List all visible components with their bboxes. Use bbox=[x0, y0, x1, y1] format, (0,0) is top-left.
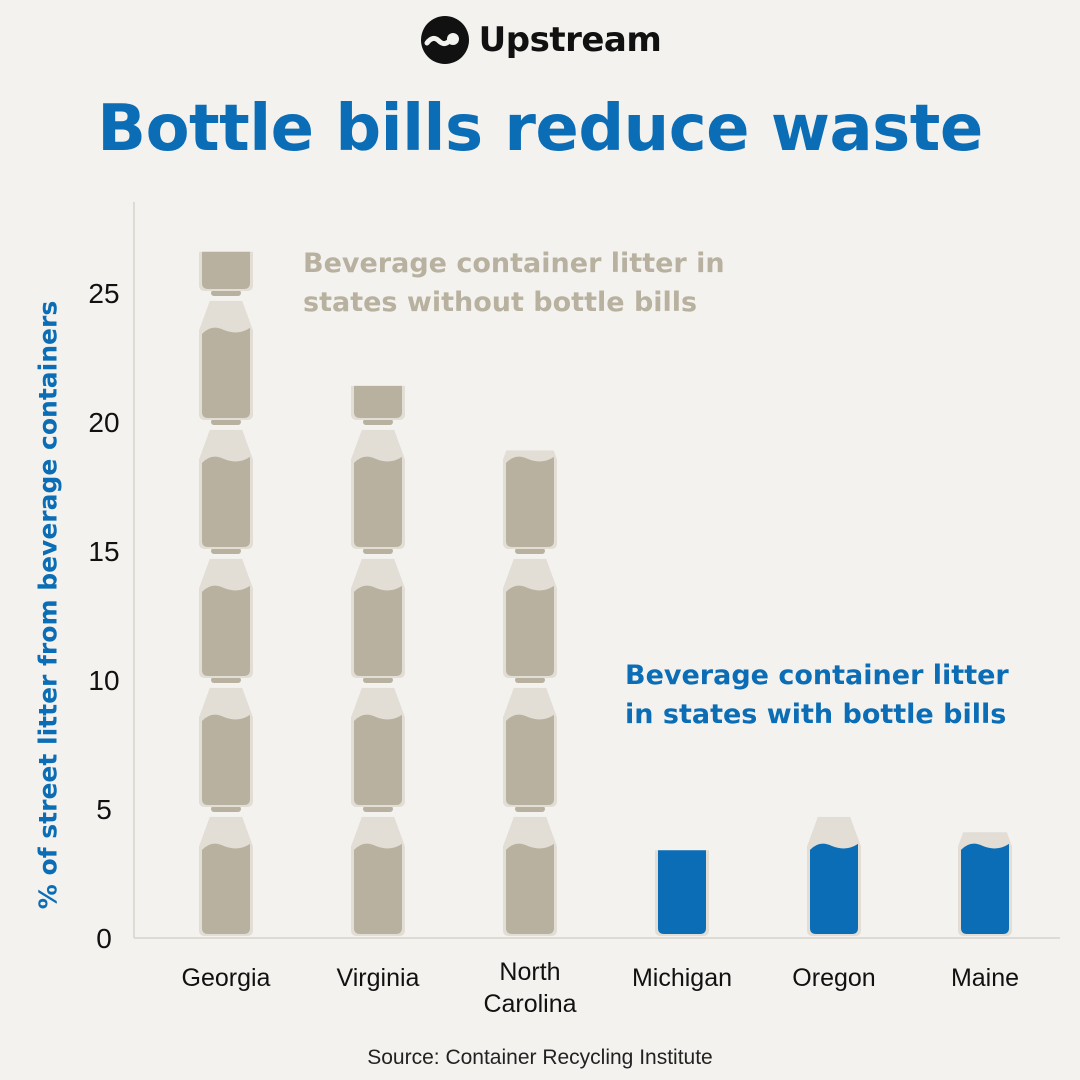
y-tick-label: 20 bbox=[88, 407, 119, 438]
bottle-icon bbox=[199, 677, 253, 807]
bottle-icon bbox=[958, 832, 1012, 936]
brand-name: Upstream bbox=[478, 20, 662, 60]
source-note: Source: Container Recycling Institute bbox=[367, 1046, 713, 1069]
x-tick-label: North bbox=[499, 958, 560, 986]
y-tick-label: 25 bbox=[88, 278, 119, 309]
bar-oregon bbox=[807, 816, 861, 936]
x-tick-label: Georgia bbox=[182, 964, 271, 992]
bottle-icon bbox=[199, 290, 253, 420]
bottle-icon bbox=[351, 385, 405, 420]
bottle-icon bbox=[351, 806, 405, 936]
y-tick-label: 0 bbox=[96, 923, 112, 954]
bottle-icon bbox=[351, 548, 405, 678]
bottle-icon bbox=[199, 419, 253, 549]
y-tick-label: 5 bbox=[96, 794, 112, 825]
bottle-icon bbox=[503, 548, 557, 678]
bottle-icon bbox=[199, 806, 253, 936]
bar-maine bbox=[958, 832, 1012, 936]
bottle-icon bbox=[503, 806, 557, 936]
bottle-icon bbox=[351, 419, 405, 549]
group-annotation: states without bottle bills bbox=[303, 287, 697, 318]
y-tick-label: 15 bbox=[88, 536, 119, 567]
bottle-icon bbox=[503, 677, 557, 807]
group-annotation: in states with bottle bills bbox=[625, 699, 1006, 730]
brand: Upstream bbox=[0, 14, 1080, 66]
bar-virginia bbox=[351, 385, 405, 936]
x-tick-label: Carolina bbox=[483, 990, 576, 1018]
y-tick-label: 10 bbox=[88, 665, 119, 696]
group-annotation: Beverage container litter in bbox=[303, 248, 725, 279]
group-annotation: Beverage container litter bbox=[625, 660, 1009, 691]
bar-north-carolina bbox=[503, 450, 557, 936]
bottle-icon bbox=[199, 548, 253, 678]
bottle-icon bbox=[351, 677, 405, 807]
page-title: Bottle bills reduce waste bbox=[97, 92, 983, 166]
bar-michigan bbox=[655, 850, 709, 936]
x-tick-label: Michigan bbox=[632, 964, 732, 992]
x-tick-label: Virginia bbox=[337, 964, 420, 992]
x-tick-label: Maine bbox=[951, 964, 1019, 992]
x-tick-label: Oregon bbox=[792, 964, 875, 992]
bottle-icon bbox=[655, 850, 709, 936]
bottle-icon bbox=[503, 450, 557, 549]
bottle-icon bbox=[807, 816, 861, 936]
bottle-icon bbox=[199, 251, 253, 291]
bar-georgia bbox=[199, 251, 253, 936]
upstream-logo-icon bbox=[420, 16, 469, 64]
